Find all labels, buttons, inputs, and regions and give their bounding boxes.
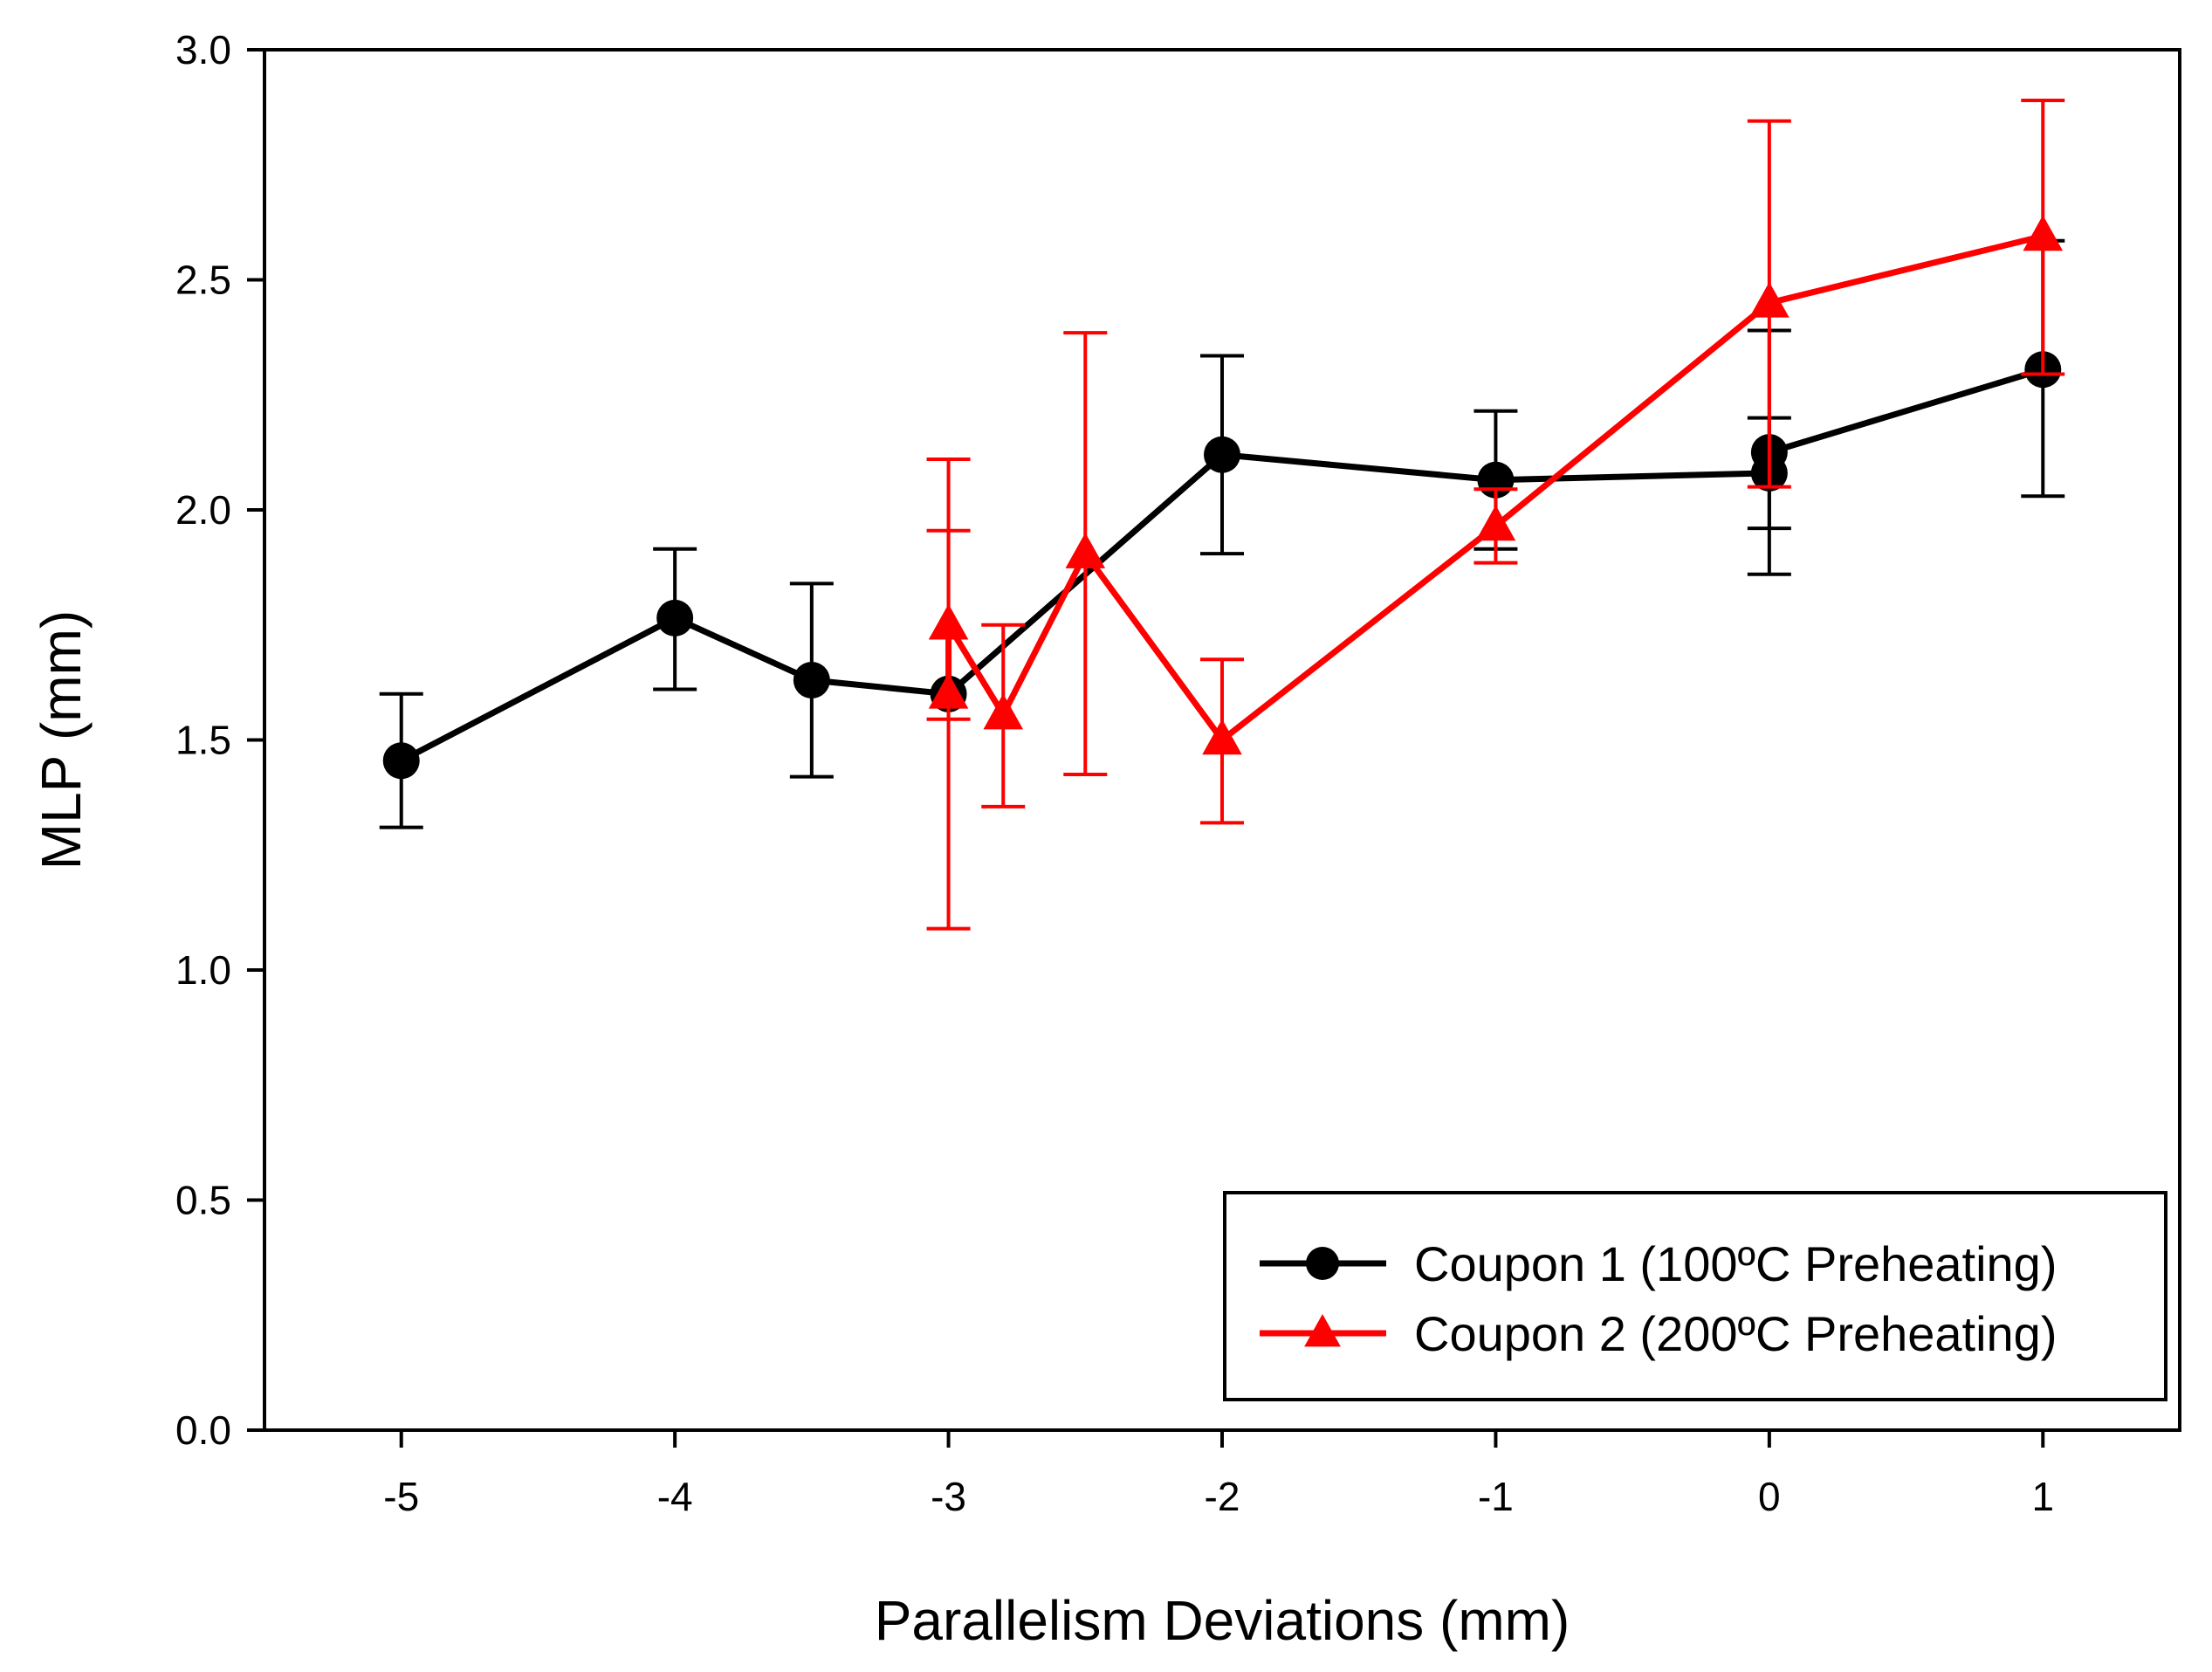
legend-label-coupon-2: Coupon 2 (200ºC Preheating)	[1414, 1306, 2057, 1361]
x-tick-label: -2	[1205, 1474, 1240, 1519]
series-2	[926, 98, 2065, 931]
x-tick-label: 1	[2031, 1474, 2054, 1519]
data-point	[793, 661, 830, 698]
x-tick-label: -3	[931, 1474, 966, 1519]
x-tick-label: -1	[1478, 1474, 1514, 1519]
data-point	[1475, 505, 1516, 541]
data-point	[1202, 719, 1242, 755]
x-axis-title: Parallelism Deviations (mm)	[875, 1589, 1570, 1652]
x-tick-label: -4	[657, 1474, 693, 1519]
data-point	[928, 603, 969, 640]
data-point	[1749, 281, 1790, 318]
data-point	[2023, 215, 2064, 251]
data-point	[983, 693, 1024, 730]
y-axis-title: MLP (mm)	[30, 610, 93, 870]
data-point	[928, 672, 969, 709]
plot-area	[379, 98, 2065, 931]
data-point	[382, 742, 420, 780]
axes: 0.0 0.5 1.0 1.5 2.0 2.5 3.0 -5 -4 -3 -2 -1 0 1	[175, 27, 2181, 1519]
x-tick-label: -5	[383, 1474, 419, 1519]
data-point	[656, 599, 694, 636]
y-tick-label: 0.5	[175, 1178, 231, 1223]
y-tick-label: 3.0	[175, 27, 231, 72]
x-tick-label: 0	[1758, 1474, 1781, 1519]
y-tick-label: 1.5	[175, 718, 231, 763]
data-point	[1065, 533, 1106, 568]
y-tick-label: 1.0	[175, 947, 231, 993]
legend-marker-coupon-2	[1304, 1314, 1341, 1347]
legend-label-coupon-1: Coupon 1 (100ºC Preheating)	[1414, 1236, 2057, 1291]
data-point	[1204, 436, 1240, 473]
y-tick-label: 0.0	[175, 1407, 231, 1453]
y-tick-label: 2.5	[175, 258, 231, 303]
legend: Coupon 1 (100ºC Preheating) Coupon 2 (20…	[1223, 1191, 2167, 1401]
y-tick-label: 2.0	[175, 487, 231, 533]
legend-marker-coupon-1	[1306, 1247, 1339, 1280]
series-line	[945, 233, 2044, 743]
legend-box	[1223, 1191, 2167, 1401]
